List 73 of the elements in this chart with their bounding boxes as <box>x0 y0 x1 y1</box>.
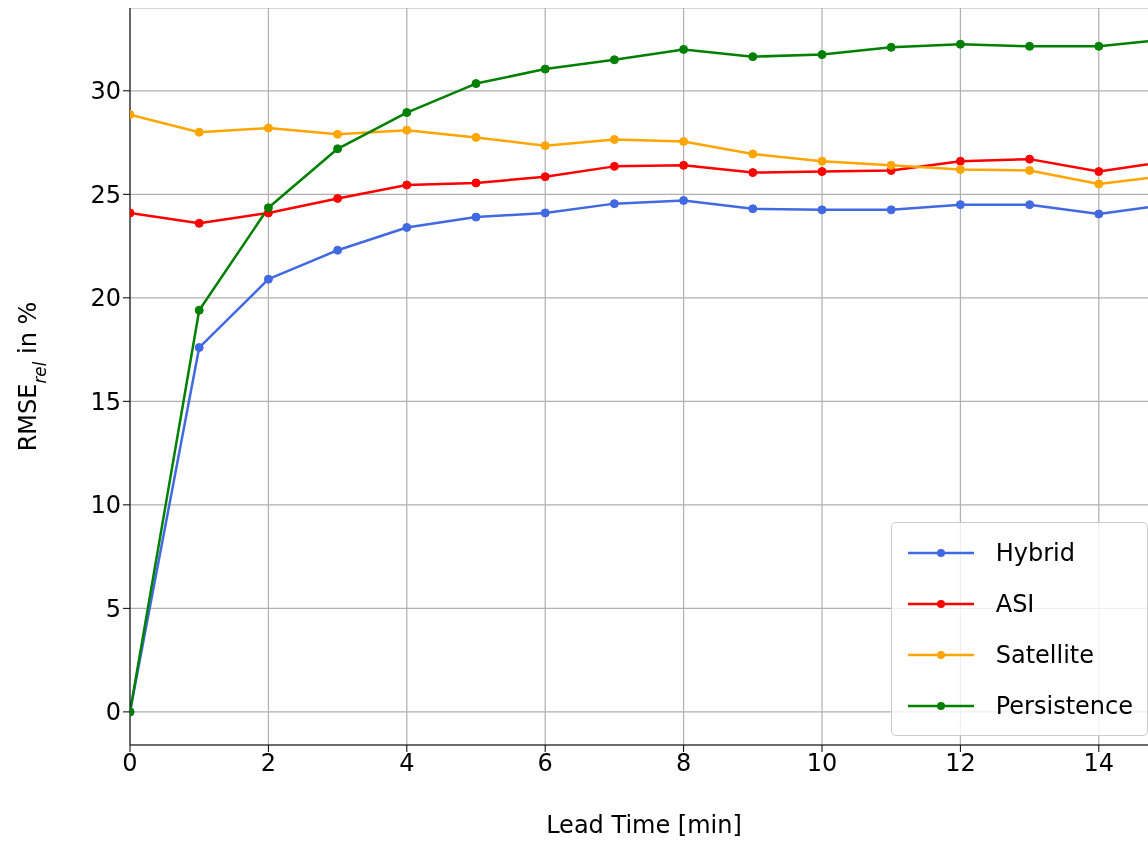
point <box>955 164 965 174</box>
point <box>1025 41 1035 51</box>
point <box>540 64 550 74</box>
point <box>886 160 896 170</box>
point <box>471 132 481 142</box>
point <box>817 156 827 166</box>
point <box>402 222 412 232</box>
y-tick-label: 10 <box>90 491 121 520</box>
x-tick-label: 10 <box>806 749 838 778</box>
point <box>609 161 619 171</box>
point <box>333 245 343 255</box>
point <box>402 108 412 118</box>
point <box>263 123 273 133</box>
point <box>1025 154 1035 164</box>
point <box>955 200 965 210</box>
y-tick-label: 20 <box>90 284 121 313</box>
point <box>609 55 619 65</box>
point <box>194 218 204 228</box>
x-tick-label: 12 <box>945 749 976 778</box>
point <box>679 44 689 54</box>
x-tick-label: 4 <box>399 749 415 778</box>
point <box>1094 41 1104 51</box>
point <box>1025 200 1035 210</box>
point <box>471 212 481 222</box>
point <box>194 127 204 137</box>
point <box>817 167 827 177</box>
point <box>194 343 204 353</box>
point <box>609 199 619 209</box>
point <box>817 50 827 60</box>
point <box>402 125 412 135</box>
point <box>955 156 965 166</box>
y-tick-label: 0 <box>105 698 121 727</box>
legend-label: ASI <box>995 589 1035 618</box>
point <box>886 205 896 215</box>
x-tick-label: 14 <box>1083 749 1115 778</box>
point <box>263 203 273 213</box>
y-tick-label: 30 <box>90 77 121 106</box>
x-axis-title: Lead Time [min] <box>546 811 742 839</box>
point <box>333 193 343 203</box>
point <box>471 178 481 188</box>
point <box>471 79 481 89</box>
point <box>748 168 758 178</box>
point <box>540 208 550 218</box>
point <box>1094 167 1104 177</box>
point <box>817 205 827 215</box>
point <box>540 141 550 151</box>
point <box>748 204 758 214</box>
point <box>333 129 343 139</box>
x-tick-label: 8 <box>675 749 692 778</box>
point <box>263 274 273 284</box>
point <box>194 305 204 315</box>
point <box>402 180 412 190</box>
point <box>679 137 689 147</box>
point <box>540 172 550 182</box>
point <box>1025 166 1035 176</box>
y-tick-label: 25 <box>90 180 121 209</box>
point <box>1094 209 1104 219</box>
legend-label: Persistence <box>995 691 1133 720</box>
x-tick-label: 2 <box>260 749 277 778</box>
point <box>1094 179 1104 189</box>
point <box>886 42 896 52</box>
point <box>748 52 758 62</box>
point <box>679 196 689 206</box>
point <box>609 134 619 144</box>
point <box>748 149 758 159</box>
y-tick-label: 5 <box>105 594 121 623</box>
point <box>955 39 965 49</box>
legend-label: Satellite <box>995 640 1095 669</box>
legend-label: Hybrid <box>995 538 1075 567</box>
y-tick-label: 15 <box>90 387 121 416</box>
point <box>333 144 343 154</box>
point <box>679 160 689 170</box>
x-tick-label: 6 <box>537 749 553 778</box>
